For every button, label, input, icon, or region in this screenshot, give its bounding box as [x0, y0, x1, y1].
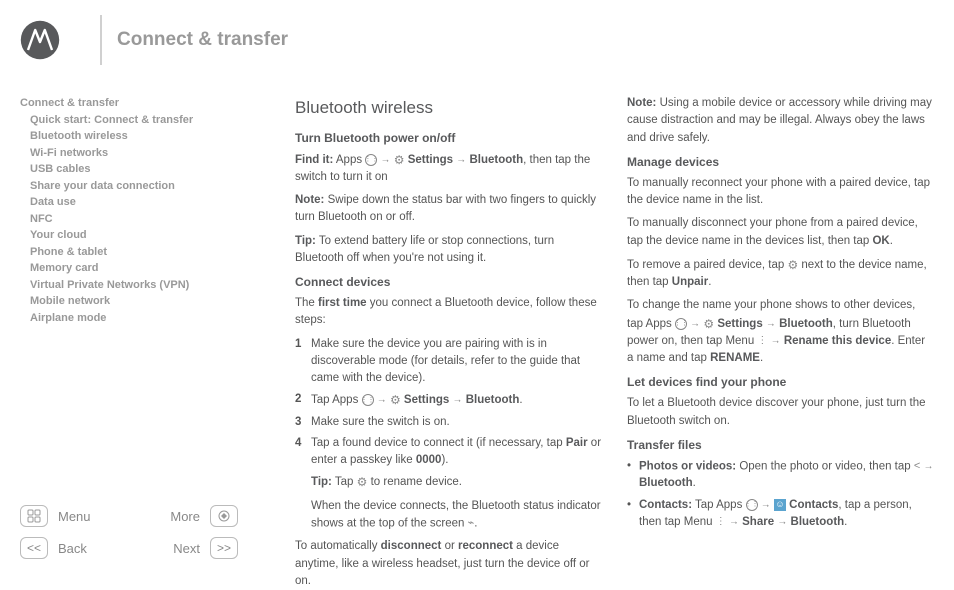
tip-text: Tip: To extend battery life or stop conn…: [295, 233, 602, 268]
step-item: 1Make sure the device you are pairing wi…: [295, 336, 602, 388]
sidebar-nav: Connect & transfer Quick start: Connect …: [20, 95, 250, 326]
apps-icon: ⋮⋮: [746, 499, 758, 511]
findit-line: Find it: Apps ⋮⋮ → ⚙ Settings → Bluetoot…: [295, 151, 602, 187]
menu-icon: ⋮: [716, 520, 726, 524]
body-text: To manually disconnect your phone from a…: [627, 215, 934, 250]
sidebar-item[interactable]: Phone & tablet: [20, 244, 250, 261]
sidebar-item[interactable]: USB cables: [20, 161, 250, 178]
sidebar-item[interactable]: NFC: [20, 211, 250, 228]
sidebar-item-connect[interactable]: Connect & transfer: [20, 95, 250, 112]
gear-icon: ⚙: [357, 475, 368, 489]
gear-icon: ⚙: [787, 258, 798, 272]
sidebar-item[interactable]: Wi-Fi networks: [20, 145, 250, 162]
sidebar-item[interactable]: Memory card: [20, 260, 250, 277]
subsection-heading: Manage devices: [627, 153, 934, 171]
section-heading: Bluetooth wireless: [295, 95, 602, 121]
sidebar-item[interactable]: Quick start: Connect & transfer: [20, 112, 250, 129]
bullet-item: • Contacts: Tap Apps ⋮⋮ → ☺ Contacts, ta…: [627, 497, 934, 532]
sidebar-item[interactable]: Your cloud: [20, 227, 250, 244]
header-divider: [100, 15, 102, 65]
share-icon: <: [914, 460, 920, 472]
tip-text: Tip: Tap ⚙ to rename device.: [295, 473, 602, 491]
gear-icon: ⚙: [390, 393, 401, 407]
sidebar-item[interactable]: Bluetooth wireless: [20, 128, 250, 145]
menu-button[interactable]: [20, 505, 48, 527]
page-title: Connect & transfer: [117, 29, 288, 51]
menu-label: Menu: [58, 509, 138, 524]
sidebar-item[interactable]: Virtual Private Networks (VPN): [20, 277, 250, 294]
right-column: Note: Using a mobile device or accessory…: [627, 95, 934, 516]
gear-icon: ⚙: [394, 153, 405, 167]
contacts-icon: ☺: [774, 499, 786, 511]
body-text: When the device connects, the Bluetooth …: [295, 498, 602, 533]
note-text: Note: Using a mobile device or accessory…: [627, 95, 934, 147]
body-text: To let a Bluetooth device discover your …: [627, 395, 934, 430]
more-button[interactable]: [210, 505, 238, 527]
apps-icon: ⋮⋮: [365, 154, 377, 166]
body-text: To remove a paired device, tap ⚙ next to…: [627, 256, 934, 292]
apps-icon: ⋮⋮: [362, 394, 374, 406]
subsection-heading: Connect devices: [295, 273, 602, 291]
gear-icon: ⚙: [703, 317, 714, 331]
back-button[interactable]: <<: [20, 537, 48, 559]
subsection-heading: Let devices find your phone: [627, 373, 934, 391]
more-label: More: [144, 509, 204, 524]
sidebar-item[interactable]: Mobile network: [20, 293, 250, 310]
body-text: To change the name your phone shows to o…: [627, 297, 934, 367]
step-item: 3Make sure the switch is on.: [295, 414, 602, 431]
next-button[interactable]: >>: [210, 537, 238, 559]
next-label: Next: [144, 541, 204, 556]
step-item: 4 Tap a found device to connect it (if n…: [295, 435, 602, 470]
sidebar-item[interactable]: Share your data connection: [20, 178, 250, 195]
sidebar-item[interactable]: Airplane mode: [20, 310, 250, 327]
menu-icon: ⋮: [757, 339, 767, 343]
step-item: 2 Tap Apps ⋮⋮ → ⚙ Settings → Bluetooth.: [295, 391, 602, 409]
body-text: To manually reconnect your phone with a …: [627, 175, 934, 210]
motorola-logo: [20, 20, 60, 60]
sidebar-item[interactable]: Data use: [20, 194, 250, 211]
bottom-nav: Menu More << Back Next >>: [20, 503, 270, 561]
apps-icon: ⋮⋮: [675, 318, 687, 330]
subsection-heading: Transfer files: [627, 436, 934, 454]
left-column: Bluetooth wireless Turn Bluetooth power …: [295, 95, 602, 516]
body-text: To automatically disconnect or reconnect…: [295, 538, 602, 590]
back-label: Back: [58, 541, 138, 556]
subsection-heading: Turn Bluetooth power on/off: [295, 129, 602, 147]
note-text: Note: Swipe down the status bar with two…: [295, 192, 602, 227]
body-text: The first time you connect a Bluetooth d…: [295, 295, 602, 330]
bullet-item: • Photos or videos: Open the photo or vi…: [627, 458, 934, 493]
